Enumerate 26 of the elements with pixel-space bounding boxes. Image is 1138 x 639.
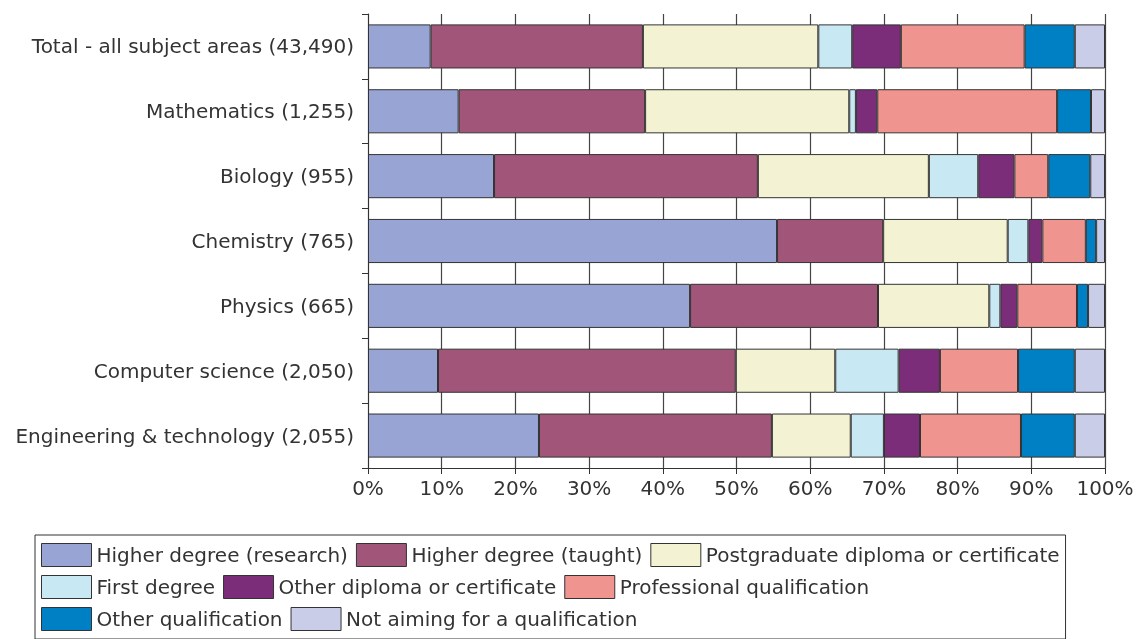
x-tick-label: 90% (1009, 476, 1054, 500)
y-tick-label: Total - all subject areas (43,490) (30, 34, 354, 59)
x-tick-label: 10% (419, 476, 464, 500)
x-tick-label: 80% (935, 476, 980, 500)
x-tick-label: 60% (787, 476, 833, 500)
y-tick-label: Physics (665) (219, 293, 354, 318)
legend-label: First degree (96, 575, 216, 599)
legend-label: Higher degree (taught) (411, 543, 643, 567)
legend-label: Professional qualification (619, 575, 870, 599)
legend-label: Higher degree (research) (96, 543, 348, 567)
x-tick-label: 100% (1076, 476, 1134, 500)
y-tick-label: Computer science (2,050) (93, 358, 354, 383)
x-tick-label: 0% (352, 476, 384, 500)
legend-label: Postgraduate diploma or certificate (705, 543, 1060, 567)
x-tick-label: 20% (493, 476, 538, 500)
y-tick-label: Chemistry (765) (191, 229, 354, 253)
legend-label: Other qualification (96, 607, 283, 631)
x-tick-label: 50% (714, 476, 759, 500)
legend-label: Other diploma or certificate (278, 575, 557, 599)
legend-label: Not aiming for a qualification (346, 607, 638, 631)
x-tick-label: 40% (640, 476, 686, 500)
y-tick-label: Engineering & technology (2,055) (15, 423, 354, 448)
x-tick-label: 30% (566, 476, 612, 500)
x-tick-label: 70% (861, 476, 907, 500)
y-tick-label: Mathematics (1,255) (145, 99, 354, 124)
y-tick-label: Biology (955) (220, 164, 354, 189)
